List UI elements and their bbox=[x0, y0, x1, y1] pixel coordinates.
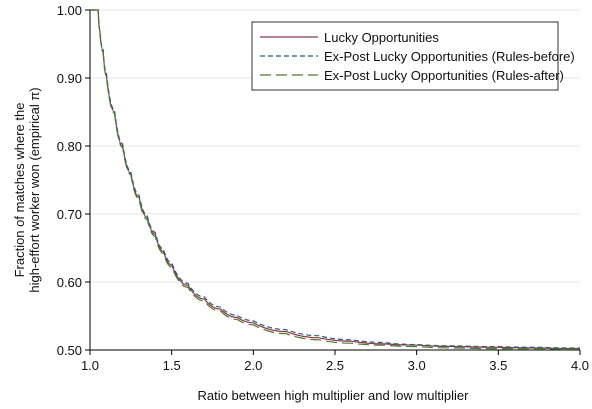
y-tick-label: 0.50 bbox=[57, 343, 82, 358]
legend: Lucky Opportunities Ex-Post Lucky Opport… bbox=[251, 21, 575, 91]
y-tick-label: 0.70 bbox=[57, 207, 82, 222]
x-tick-label: 1.5 bbox=[163, 358, 181, 373]
legend-label-rules-after: Ex-Post Lucky Opportunities (Rules-after… bbox=[324, 68, 564, 83]
y-tick-label: 0.80 bbox=[57, 139, 82, 154]
y-tick-label: 1.00 bbox=[57, 3, 82, 18]
y-tick-label: 0.90 bbox=[57, 71, 82, 86]
series-layer bbox=[89, 9, 581, 350]
y-axis-title-line-2: high-effort worker won (empirical π) bbox=[27, 87, 42, 292]
x-axis-title: Ratio between high multiplier and low mu… bbox=[198, 388, 470, 403]
series-rules-after bbox=[89, 9, 581, 350]
x-tick-label: 2.5 bbox=[326, 358, 344, 373]
legend-label-lucky-opportunities: Lucky Opportunities bbox=[324, 30, 439, 45]
x-tick-label: 3.5 bbox=[489, 358, 507, 373]
y-axis-title: Fraction of matches where the high-effor… bbox=[12, 87, 42, 292]
x-tick-label: 3.0 bbox=[408, 358, 426, 373]
x-tick-label: 4.0 bbox=[571, 358, 589, 373]
x-tick-label: 2.0 bbox=[244, 358, 262, 373]
x-tick-label: 1.0 bbox=[81, 358, 99, 373]
y-axis-title-line-1: Fraction of matches where the bbox=[12, 103, 27, 278]
ticks-layer: 0.50 0.60 0.70 0.80 0.90 1.00 1.0 1.5 2.0 2.5 3.0 3… bbox=[57, 3, 589, 373]
legend-label-rules-before: Ex-Post Lucky Opportunities (Rules-befor… bbox=[324, 49, 575, 64]
y-tick-label: 0.60 bbox=[57, 275, 82, 290]
